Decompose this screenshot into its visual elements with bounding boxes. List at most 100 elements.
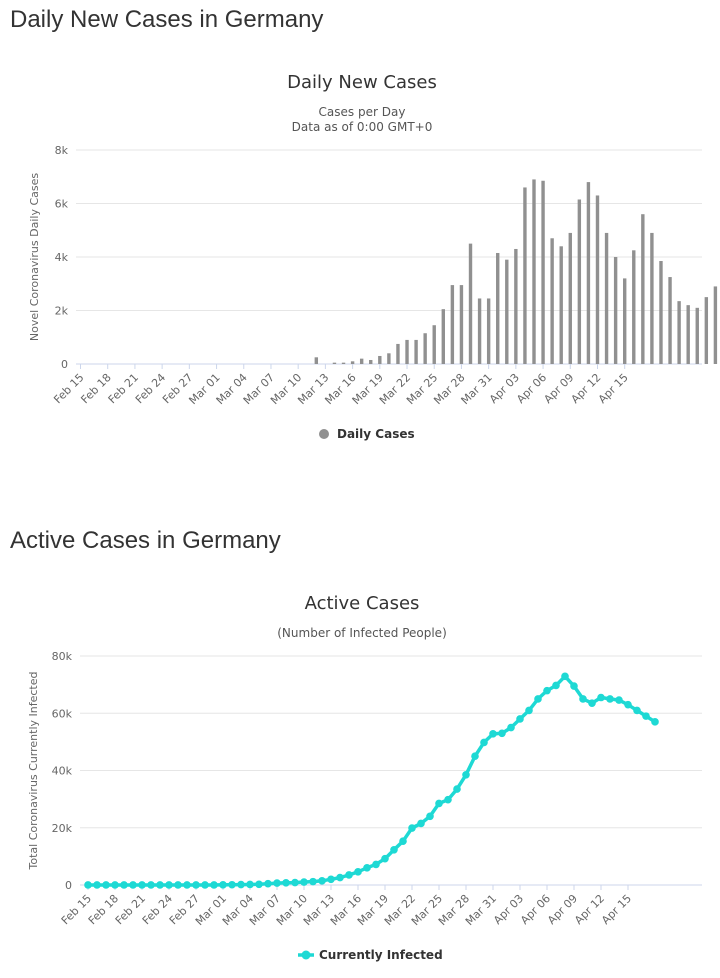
bar: [632, 250, 636, 364]
y-tick-label: 0: [61, 358, 68, 371]
bar: [514, 248, 518, 364]
data-point: [462, 770, 470, 779]
data-point: [129, 881, 137, 889]
data-point: [570, 682, 578, 690]
data-point: [219, 881, 227, 889]
data-point: [138, 881, 146, 889]
y-tick-label: 60k: [52, 707, 73, 720]
data-point: [273, 879, 281, 887]
bar: [559, 246, 563, 364]
data-point: [561, 672, 569, 681]
data-point: [282, 878, 290, 887]
bar: [595, 195, 600, 364]
active-cases-chart: Active Cases (Number of Infected People) 0…: [27, 593, 702, 962]
data-point: [642, 712, 650, 720]
bar: [405, 339, 409, 364]
data-point: [309, 877, 317, 886]
bar: [704, 297, 709, 364]
legend: Daily Cases: [319, 427, 415, 441]
bar: [677, 301, 681, 364]
chart-subtitle: Data as of 0:00 GMT+0: [292, 120, 433, 134]
daily-cases-heading: Daily New Cases in Germany: [10, 6, 324, 33]
data-point: [174, 881, 182, 889]
data-point: [471, 752, 479, 760]
data-point: [390, 845, 398, 854]
data-point: [426, 812, 434, 821]
chart-title: Active Cases: [305, 593, 420, 614]
data-point: [408, 824, 416, 832]
data-point: [354, 868, 362, 876]
bar: [477, 298, 482, 364]
data-point: [201, 881, 209, 889]
chart-title: Daily New Cases: [287, 72, 437, 93]
y-tick-label: 8k: [55, 144, 69, 157]
bar: [505, 259, 509, 364]
bar: [459, 285, 464, 364]
data-point: [480, 738, 488, 747]
data-point: [120, 881, 128, 889]
y-tick-label: 6k: [55, 198, 69, 211]
data-point: [525, 706, 533, 715]
bar: [550, 238, 554, 364]
bar: [423, 333, 427, 364]
data-point: [300, 878, 308, 886]
bar: [523, 187, 527, 364]
data-point: [336, 873, 344, 882]
bar: [441, 309, 445, 364]
data-point: [444, 795, 452, 804]
bar: [369, 359, 373, 364]
data-point: [156, 881, 164, 889]
bar: [695, 307, 699, 364]
data-point: [84, 881, 92, 889]
data-point: [183, 881, 191, 889]
legend-marker: [319, 429, 329, 439]
bar: [414, 339, 418, 364]
data-point: [615, 696, 623, 704]
bar: [432, 325, 436, 364]
data-point: [264, 879, 272, 888]
chart-subtitle: (Number of Infected People): [277, 626, 447, 640]
bar: [496, 252, 500, 364]
bar: [650, 232, 654, 364]
data-point: [633, 706, 641, 715]
series-line: [88, 674, 656, 887]
y-tick-label: 2k: [55, 305, 69, 318]
bar: [332, 362, 337, 364]
data-point: [363, 864, 371, 872]
data-point: [255, 880, 263, 889]
data-point: [651, 718, 659, 726]
y-tick-label: 20k: [52, 822, 73, 835]
bar: [604, 232, 609, 364]
data-point: [210, 881, 218, 889]
bar: [350, 361, 355, 364]
data-point: [516, 715, 524, 723]
bar: [541, 180, 545, 364]
bar: [613, 257, 618, 364]
legend-marker: [301, 950, 311, 960]
data-point: [453, 785, 461, 793]
data-point: [399, 837, 407, 846]
data-point: [624, 700, 632, 709]
y-tick-label: 40k: [52, 765, 73, 778]
bar: [532, 179, 536, 364]
x-tick-label: Apr 15: [599, 892, 634, 927]
bar: [359, 358, 364, 364]
data-point: [291, 878, 299, 887]
data-point: [489, 730, 497, 738]
data-point: [588, 699, 596, 708]
data-point: [552, 681, 560, 690]
y-tick-label: 80k: [52, 650, 73, 663]
data-point: [102, 881, 110, 889]
legend: Currently Infected: [298, 948, 443, 962]
y-tick-label: 0: [65, 879, 72, 892]
bar: [314, 357, 319, 364]
data-point: [435, 799, 443, 808]
y-tick-label: 4k: [55, 251, 69, 264]
data-point: [417, 819, 425, 828]
active-cases-heading: Active Cases in Germany: [10, 527, 281, 554]
bar: [468, 243, 473, 364]
data-point: [498, 729, 506, 738]
data-point: [228, 880, 236, 889]
data-point: [237, 880, 245, 889]
